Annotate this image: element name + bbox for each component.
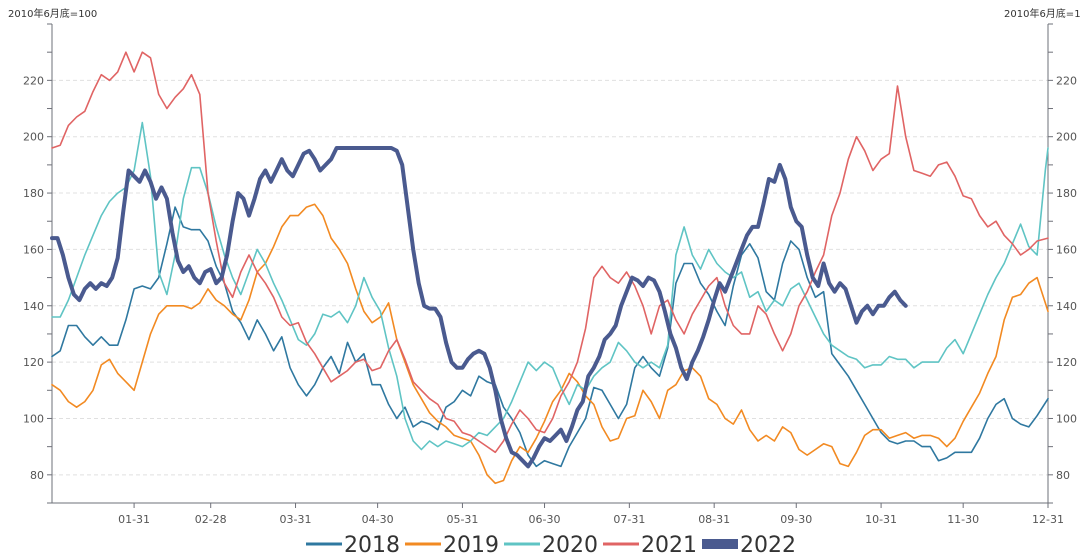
x-tick-label: 03-31 bbox=[280, 513, 312, 526]
y-tick-label-left: 220 bbox=[23, 74, 44, 87]
y-tick-label-left: 100 bbox=[23, 412, 44, 425]
x-tick-label: 04-30 bbox=[362, 513, 394, 526]
tick-labels: 80 80 100 100 120 120 140 140 160 160 180 180 200 200… bbox=[23, 23, 1077, 526]
gridlines bbox=[52, 79, 1048, 476]
y-axis-right-title: 2010年6月底=1 bbox=[1004, 7, 1080, 20]
y-tick-label-right: 80 bbox=[1056, 469, 1070, 482]
x-tick-label: 07-31 bbox=[613, 513, 645, 526]
y-axis-left-title: 2010年6月底=100 bbox=[8, 7, 97, 20]
y-tick-label-right: 160 bbox=[1056, 243, 1077, 256]
x-tick-label: 12-31 bbox=[1032, 513, 1064, 526]
x-tick-label: 06-30 bbox=[529, 513, 561, 526]
y-tick-label-right: 180 bbox=[1056, 187, 1077, 200]
legend-label: 2020 bbox=[542, 533, 598, 554]
y-tick-label-right: 120 bbox=[1056, 356, 1077, 369]
legend-label: 2021 bbox=[641, 533, 697, 554]
series-lines bbox=[50, 51, 1049, 485]
legend-item-2019[interactable]: 2019 bbox=[405, 533, 499, 554]
x-tick-label: 01-31 bbox=[118, 513, 150, 526]
legend-swatch bbox=[702, 539, 738, 549]
y-tick-label-left: 80 bbox=[30, 469, 44, 482]
legend-item-2022[interactable]: 2022 bbox=[702, 533, 796, 554]
legend-item-2020[interactable]: 2020 bbox=[504, 533, 598, 554]
legend-label: 2018 bbox=[344, 533, 400, 554]
x-tick-label: 02-28 bbox=[195, 513, 227, 526]
series-line-2020 bbox=[51, 121, 1049, 451]
y-tick-label-left: 140 bbox=[23, 300, 44, 313]
legend[interactable]: 2018 2019 2020 2021 2022 bbox=[306, 533, 796, 554]
x-tick-label: 10-31 bbox=[865, 513, 897, 526]
x-tick-label: 05-31 bbox=[446, 513, 478, 526]
y-tick-label-right: 140 bbox=[1056, 300, 1077, 313]
y-tick-label-right: 200 bbox=[1056, 131, 1077, 144]
y-tick-label-left: 180 bbox=[23, 187, 44, 200]
x-tick-label: 08-31 bbox=[698, 513, 730, 526]
x-tick-label: 09-30 bbox=[780, 513, 812, 526]
series-line-2019 bbox=[51, 203, 1049, 485]
y-tick-label-right: 100 bbox=[1056, 412, 1077, 425]
legend-item-2021[interactable]: 2021 bbox=[603, 533, 697, 554]
series-line-2022 bbox=[50, 146, 908, 469]
y-tick-label-left: 200 bbox=[23, 131, 44, 144]
legend-label: 2019 bbox=[443, 533, 499, 554]
series-line-2018 bbox=[51, 206, 1049, 468]
y-tick-label-right: 220 bbox=[1056, 74, 1077, 87]
axes bbox=[51, 24, 1049, 504]
y-tick-label-left: 120 bbox=[23, 356, 44, 369]
x-tick-label: 11-30 bbox=[947, 513, 979, 526]
legend-item-2018[interactable]: 2018 bbox=[306, 533, 400, 554]
y-tick-label-left: 160 bbox=[23, 243, 44, 256]
legend-label: 2022 bbox=[740, 533, 796, 554]
series-line-2021 bbox=[51, 51, 1049, 454]
